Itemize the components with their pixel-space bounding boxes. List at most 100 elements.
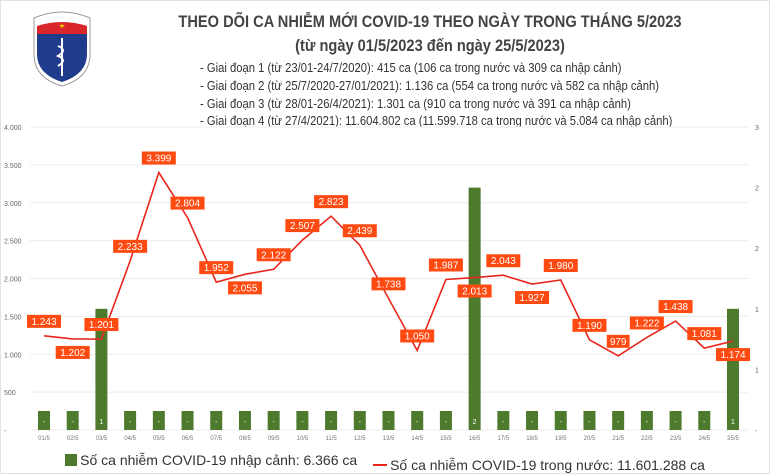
data-label: 3.399 <box>146 154 171 165</box>
chart-subtitle: (từ ngày 01/5/2023 đến ngày 25/5/2023) <box>295 36 565 55</box>
note-stage-2: - Giai đoạn 2 (từ 25/7/2020-27/01/2021):… <box>200 79 659 93</box>
legend-label: Số ca nhiễm COVID-19 trong nước: 11.601.… <box>390 457 705 473</box>
y-left-tick-label: - <box>4 428 7 435</box>
line-series <box>43 170 734 357</box>
bar <box>439 411 452 430</box>
y-left-tick-label: 3.000 <box>4 201 22 208</box>
bar-label: - <box>674 419 677 426</box>
bar-label: 1 <box>731 419 735 426</box>
bar-label: - <box>43 419 46 426</box>
data-label-box <box>572 318 607 332</box>
data-label-box <box>371 277 406 291</box>
note-stage-4: - Giai đoạn 4 (từ 27/4/2021): 11.604.802… <box>200 114 673 128</box>
data-label: 1.952 <box>204 263 229 274</box>
x-tick-label: 09/5 <box>268 436 280 442</box>
data-label: 1.201 <box>89 320 114 331</box>
x-tick-label: 22/5 <box>641 436 653 442</box>
bar <box>411 411 424 430</box>
data-label: 1.438 <box>663 302 688 313</box>
data-label: 2.013 <box>462 287 487 298</box>
data-label: 1.081 <box>692 329 717 340</box>
data-label-box <box>199 261 234 275</box>
data-label-box <box>141 151 176 165</box>
data-label-box <box>515 291 550 305</box>
data-label: 2.055 <box>232 283 257 294</box>
bar-label: - <box>359 419 362 426</box>
chart-title: THEO DÕI CA NHIỄM MỚI COVID-19 THEO NGÀY… <box>178 12 682 31</box>
data-label: 1.927 <box>520 293 545 304</box>
bar-label: - <box>703 419 706 426</box>
y-right-tick-label: 1 <box>755 367 759 374</box>
bar <box>353 411 366 430</box>
data-label-box <box>27 314 61 328</box>
bar-label: - <box>617 419 620 426</box>
note-stage-3: - Giai đoạn 3 (từ 28/01-26/4/2021): 1.30… <box>200 97 631 111</box>
bar <box>66 411 79 430</box>
x-tick-label: 07/5 <box>210 436 222 442</box>
x-tick-label: 06/5 <box>182 436 194 442</box>
bar <box>152 411 165 430</box>
ministry-of-health-logo <box>33 11 91 87</box>
y-right-tick-label: 2 <box>755 186 759 193</box>
y-left-tick-label: 4.000 <box>4 125 22 132</box>
data-label: 2.507 <box>290 221 315 232</box>
y-left-tick-label: 2.500 <box>4 239 22 246</box>
bar-label: 2 <box>473 419 477 426</box>
y-right-tick-label: 2 <box>755 246 759 253</box>
chart-plot: - 500 1.000 1.500 2.000 2.500 3.000 3.500 4.000 -… <box>4 125 759 442</box>
bar-label: - <box>186 419 189 426</box>
x-tick-label: 12/5 <box>354 436 366 442</box>
bar-label: - <box>272 419 275 426</box>
x-tick-label: 14/5 <box>411 436 423 442</box>
legend-bar-swatch <box>65 454 78 466</box>
bar-label: - <box>158 419 161 426</box>
x-tick-label: 13/5 <box>383 436 395 442</box>
bar-label: - <box>330 419 333 426</box>
x-tick-label: 25/5 <box>727 436 739 442</box>
data-label: 2.804 <box>175 199 200 210</box>
bar <box>210 411 223 430</box>
x-tick-label: 08/5 <box>239 436 251 442</box>
bar-label: - <box>531 419 534 426</box>
x-tick-label: 21/5 <box>612 436 624 442</box>
bar <box>554 411 567 430</box>
y-left-tick-label: 500 <box>4 390 16 397</box>
data-label: 1.987 <box>433 260 458 271</box>
x-tick-label: 23/5 <box>670 436 682 442</box>
legend-label: Số ca nhiễm COVID-19 nhập cảnh: 6.366 ca <box>80 452 358 468</box>
data-label: 2.122 <box>261 250 286 261</box>
x-tick-label: 10/5 <box>297 436 309 442</box>
data-label: 1.222 <box>634 318 659 329</box>
bar-label: - <box>244 419 247 426</box>
data-label: 2.233 <box>118 242 143 253</box>
data-label: 1.050 <box>405 331 430 342</box>
bar <box>497 411 510 430</box>
data-label: 1.202 <box>60 348 85 359</box>
x-tick-label: 05/5 <box>153 436 165 442</box>
x-tick-label: 02/5 <box>67 436 79 442</box>
bar <box>38 411 50 430</box>
y-left-tick-label: 3.500 <box>4 163 22 170</box>
data-label-box <box>84 318 119 332</box>
bar-label: - <box>588 419 591 426</box>
data-label-box <box>113 239 148 253</box>
bar <box>267 411 280 430</box>
x-tick-label: 17/5 <box>497 436 509 442</box>
data-label-box <box>606 334 630 348</box>
bar-label: - <box>215 419 218 426</box>
data-label-box <box>227 281 262 295</box>
x-tick-label: 01/5 <box>38 436 50 442</box>
data-label: 979 <box>610 337 627 348</box>
x-tick-label: 15/5 <box>440 436 452 442</box>
x-tick-label: 04/5 <box>124 436 136 442</box>
data-label-box <box>256 248 291 262</box>
bar <box>238 411 251 430</box>
bar-label: - <box>301 419 304 426</box>
data-label: 2.439 <box>347 226 372 237</box>
bar <box>468 187 481 430</box>
data-label: 1.738 <box>376 279 401 290</box>
bar <box>296 411 309 430</box>
data-label-box <box>543 259 578 273</box>
data-label: 2.043 <box>491 256 516 267</box>
bar-label: - <box>72 419 75 426</box>
